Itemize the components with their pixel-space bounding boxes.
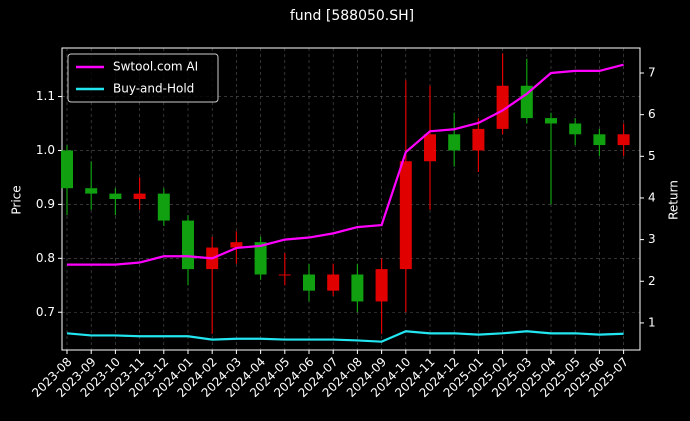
candle-body bbox=[230, 242, 243, 248]
candle-body bbox=[424, 134, 436, 162]
plot-frame bbox=[61, 47, 641, 351]
candle-body bbox=[133, 193, 146, 199]
candle-body bbox=[157, 193, 170, 221]
y-tick-label: 0.7 bbox=[36, 305, 55, 319]
y-axis-label: Price bbox=[10, 185, 24, 214]
candle-body bbox=[254, 242, 267, 275]
candle-body bbox=[351, 274, 364, 302]
candle-body bbox=[61, 150, 73, 189]
y2-tick-label: 4 bbox=[648, 190, 656, 204]
y2-axis-label: Return bbox=[667, 180, 681, 220]
candle-body bbox=[327, 274, 340, 291]
legend: Swtool.com AI Buy-and-Hold bbox=[67, 53, 219, 103]
candle-body bbox=[520, 85, 533, 119]
candle-body bbox=[472, 128, 485, 151]
legend-label: Buy-and-Hold bbox=[113, 82, 194, 96]
candle-body bbox=[617, 134, 630, 146]
candle-body bbox=[399, 161, 412, 270]
y2-tick-label: 3 bbox=[648, 232, 656, 246]
y2-tick-label: 5 bbox=[648, 149, 656, 163]
candle-body bbox=[545, 118, 557, 124]
candle-body bbox=[303, 274, 315, 291]
y2-tick-label: 6 bbox=[648, 107, 656, 121]
y2-tick-label: 1 bbox=[648, 315, 656, 329]
return-line bbox=[67, 63, 624, 266]
candle-body bbox=[85, 188, 98, 194]
y-tick-label: 1.0 bbox=[36, 143, 55, 157]
candle-body bbox=[569, 123, 582, 135]
candle-body bbox=[375, 269, 388, 302]
y-tick-label: 0.9 bbox=[36, 197, 55, 211]
candle-body bbox=[448, 134, 461, 151]
candle-body bbox=[182, 220, 194, 270]
legend-box bbox=[67, 53, 219, 103]
y-tick-label: 1.1 bbox=[36, 89, 55, 103]
y-tick-label: 0.8 bbox=[36, 251, 55, 265]
candle-body bbox=[109, 193, 122, 199]
legend-label: Swtool.com AI bbox=[113, 60, 198, 74]
candle-body bbox=[278, 274, 291, 276]
candle-body bbox=[593, 134, 606, 146]
y2-tick-label: 7 bbox=[648, 65, 656, 79]
chart-title: fund [588050.SH] bbox=[290, 8, 414, 24]
candle-body bbox=[496, 85, 509, 129]
return-line bbox=[66, 330, 624, 343]
y2-tick-label: 2 bbox=[648, 274, 656, 288]
